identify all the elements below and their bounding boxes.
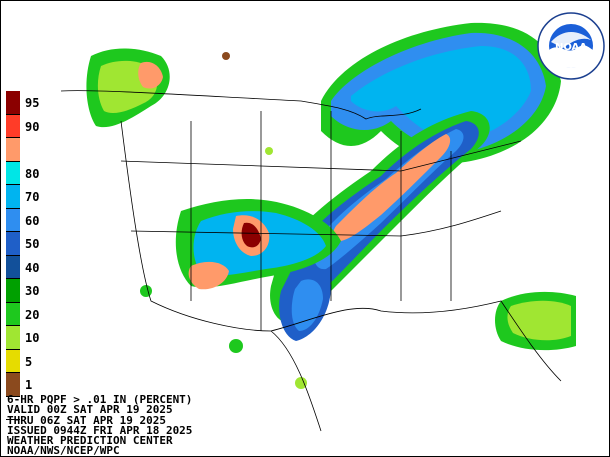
legend-swatch: [6, 302, 20, 326]
legend-swatch: [6, 232, 20, 256]
legend-label: 50: [25, 237, 40, 251]
legend-label: 60: [25, 213, 40, 228]
legend-swatch: [6, 349, 20, 373]
legend-swatch: [6, 185, 20, 209]
legend-swatch: [6, 91, 20, 115]
legend-label: 10: [25, 331, 40, 345]
legend-label: 80: [25, 166, 40, 181]
legend-swatch: [6, 161, 20, 185]
legend-swatch: [6, 326, 20, 350]
logo-text: NOAA: [555, 42, 587, 53]
caption-line-2: VALID 00Z SAT APR 19 2025: [7, 403, 173, 417]
legend-label: 30: [25, 284, 40, 298]
precip-shading: [86, 22, 576, 389]
boundaries: [60, 90, 562, 432]
legend-label: 40: [25, 260, 40, 275]
legend-swatch: [6, 279, 20, 303]
legend-label: 5: [25, 354, 33, 369]
noaa-logo: NOAA: [537, 12, 605, 80]
legend-label: 1: [25, 378, 33, 392]
caption-line-4: ISSUED 0944Z FRI APR 18 2025: [7, 423, 193, 437]
legend-label: 20: [25, 307, 40, 322]
legend-swatch: [6, 138, 20, 162]
legend-swatch: [6, 208, 20, 232]
caption-line-6: NOAA/NWS/NCEP/WPC: [7, 444, 120, 457]
legend-swatch: [6, 396, 20, 420]
caption-line-3: THRU 06Z SAT APR 19 2025: [7, 413, 166, 427]
caption-line-1: 6-HR PQPF > .01 IN (PERCENT): [7, 393, 193, 406]
product-caption: 6-HR PQPF > .01 IN (PERCENT) VALID 00Z S…: [7, 393, 193, 457]
legend-label: 70: [25, 190, 40, 204]
legend-label: 95: [25, 96, 40, 110]
legend-swatch: [6, 373, 20, 397]
legend-swatch: [6, 255, 20, 279]
legend-swatch: [6, 114, 20, 138]
caption-line-5: WEATHER PREDICTION CENTER: [7, 434, 173, 448]
legend-label: 90: [25, 119, 40, 134]
